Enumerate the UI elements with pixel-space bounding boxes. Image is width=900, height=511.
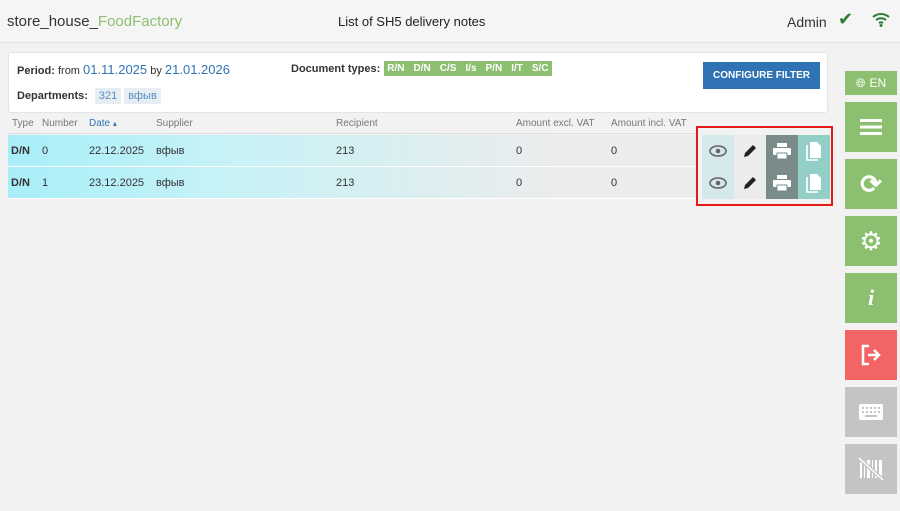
barcode-off-icon: [858, 457, 884, 481]
doc-types-label: Document types:: [291, 62, 381, 75]
doc-type-tag: P/N: [485, 63, 503, 74]
view-button[interactable]: [702, 135, 734, 167]
sort-asc-icon: ▴: [112, 119, 117, 128]
user-name[interactable]: Admin: [787, 14, 827, 30]
top-bar: store_house_FoodFactory List of SH5 deli…: [0, 0, 900, 43]
doc-type-tag: C/S: [439, 63, 457, 74]
copy-icon: [806, 174, 821, 193]
wifi-icon: [872, 13, 890, 27]
cell-amount-excl: 0: [516, 177, 523, 189]
cell-amount-incl: 0: [611, 145, 618, 157]
document-types: Document types: R/N D/N C/S I/s P/N I/T S/C: [291, 61, 552, 76]
edit-button[interactable]: [734, 167, 766, 199]
eye-icon: [709, 177, 727, 189]
keyboard-button[interactable]: [845, 387, 897, 437]
col-amount-incl[interactable]: Amount incl. VAT: [611, 118, 687, 129]
cell-number: 1: [42, 177, 49, 189]
copy-button[interactable]: [798, 135, 830, 167]
doc-type-tag: S/C: [531, 63, 549, 74]
col-supplier[interactable]: Supplier: [156, 118, 193, 129]
cell-date: 22.12.2025: [89, 145, 145, 157]
cell-supplier: вфыв: [156, 145, 185, 157]
col-date-label: Date: [89, 118, 111, 129]
language-button[interactable]: 🌐︎ EN: [845, 71, 897, 95]
brand-main: store_house_: [7, 13, 98, 30]
filter-panel: Period: from 01.11.2025 by 21.01.2026 Do…: [8, 52, 828, 113]
printer-icon: [773, 143, 791, 159]
view-button[interactable]: [702, 167, 734, 199]
pencil-icon: [744, 145, 756, 157]
doc-type-tag: I/T: [511, 63, 523, 74]
brand-accent: FoodFactory: [97, 13, 183, 30]
row-actions-highlight: [696, 126, 833, 206]
period-label: Period:: [17, 65, 55, 77]
cell-amount-incl: 0: [611, 177, 618, 189]
print-button[interactable]: [766, 135, 798, 167]
edit-button[interactable]: [734, 135, 766, 167]
logout-icon: [861, 344, 881, 366]
globe-icon: 🌐︎: [855, 75, 866, 90]
col-date[interactable]: Date ▴: [89, 118, 117, 129]
cell-number: 0: [42, 145, 49, 157]
configure-filter-button[interactable]: CONFIGURE FILTER: [703, 62, 820, 89]
barcode-button[interactable]: [845, 444, 897, 494]
from-label: from: [57, 65, 80, 77]
departments-label: Departments:: [17, 90, 88, 102]
table-header: Type Number Date ▴ Supplier Recipient Am…: [8, 114, 698, 134]
col-amount-excl[interactable]: Amount excl. VAT: [516, 118, 595, 129]
refresh-icon: ⟳: [860, 168, 882, 199]
print-button[interactable]: [766, 167, 798, 199]
app-brand: store_house_FoodFactory: [7, 13, 182, 30]
cell-supplier: вфыв: [156, 177, 185, 189]
info-icon: i: [867, 285, 875, 310]
cell-amount-excl: 0: [516, 145, 523, 157]
doc-type-tag: I/s: [465, 63, 477, 74]
departments: Departments: 321 вфыв: [17, 88, 161, 104]
gear-icon: ⚙: [859, 225, 883, 256]
check-icon: ✔: [838, 9, 854, 29]
period-to[interactable]: 21.01.2026: [164, 62, 230, 77]
copy-button[interactable]: [798, 167, 830, 199]
table-row[interactable]: D/N 0 22.12.2025 вфыв 213 0 0: [8, 135, 698, 167]
pencil-icon: [744, 177, 756, 189]
period: Period: from 01.11.2025 by 21.01.2026: [17, 62, 230, 77]
col-recipient[interactable]: Recipient: [336, 118, 378, 129]
cell-recipient: 213: [336, 177, 355, 189]
by-label: by: [150, 65, 162, 77]
refresh-button[interactable]: ⟳: [845, 159, 897, 209]
doc-type-tag: R/N: [387, 63, 405, 74]
department-tag: 321: [94, 88, 122, 104]
printer-icon: [773, 175, 791, 191]
doc-type-tags: R/N D/N C/S I/s P/N I/T S/C: [384, 61, 552, 76]
period-from[interactable]: 01.11.2025: [83, 62, 148, 77]
menu-button[interactable]: [845, 102, 897, 152]
cell-date: 23.12.2025: [89, 177, 145, 189]
menu-icon: [860, 119, 882, 135]
eye-icon: [709, 145, 727, 157]
settings-button[interactable]: ⚙: [845, 216, 897, 266]
logout-button[interactable]: [845, 330, 897, 380]
copy-icon: [806, 142, 821, 161]
doc-type-tag: D/N: [413, 63, 431, 74]
table-row[interactable]: D/N 1 23.12.2025 вфыв 213 0 0: [8, 167, 698, 199]
language-label: EN: [869, 76, 887, 90]
col-type[interactable]: Type: [12, 118, 34, 129]
page-title: List of SH5 delivery notes: [338, 14, 486, 29]
col-number[interactable]: Number: [42, 118, 78, 129]
cell-type: D/N: [11, 145, 30, 157]
department-tag: вфыв: [124, 88, 161, 104]
info-button[interactable]: i: [845, 273, 897, 323]
cell-type: D/N: [11, 177, 30, 189]
keyboard-icon: [859, 404, 883, 420]
cell-recipient: 213: [336, 145, 355, 157]
